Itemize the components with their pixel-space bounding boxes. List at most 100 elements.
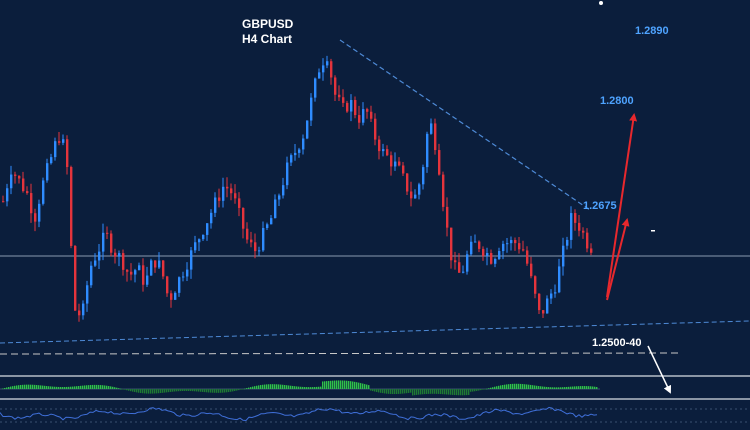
macd-bar bbox=[272, 384, 274, 389]
candle-body bbox=[518, 243, 521, 250]
macd-bar bbox=[280, 384, 282, 389]
macd-bar bbox=[128, 389, 130, 391]
macd-bar bbox=[240, 389, 242, 390]
candle-body bbox=[478, 241, 481, 249]
macd-bar bbox=[126, 389, 128, 391]
macd-bar bbox=[288, 385, 290, 389]
macd-bar bbox=[458, 389, 460, 396]
macd-bar bbox=[164, 389, 166, 393]
candle-body bbox=[438, 150, 441, 175]
macd-bar bbox=[274, 384, 276, 389]
macd-bar bbox=[436, 389, 438, 394]
candle-body bbox=[414, 194, 417, 199]
macd-bar bbox=[294, 386, 296, 389]
chart-subtitle: H4 Chart bbox=[242, 32, 292, 46]
candle-body bbox=[258, 250, 261, 252]
rsi-line bbox=[0, 406, 598, 422]
descending-resistance-trendline bbox=[339, 39, 591, 211]
candle-body bbox=[342, 97, 345, 103]
candle-body bbox=[6, 188, 9, 202]
macd-bar bbox=[160, 389, 162, 394]
macd-bar bbox=[100, 385, 102, 389]
candle-body bbox=[214, 197, 217, 213]
macd-bar bbox=[4, 387, 6, 389]
macd-bar bbox=[386, 389, 388, 394]
macd-bar bbox=[206, 389, 208, 393]
macd-bar bbox=[340, 380, 342, 389]
candle-body bbox=[118, 253, 121, 257]
macd-bar bbox=[580, 386, 582, 389]
candle-body bbox=[306, 120, 309, 139]
marker-dot-top bbox=[599, 1, 603, 5]
macd-bar bbox=[346, 380, 348, 389]
macd-bar bbox=[328, 380, 330, 389]
macd-bar bbox=[60, 386, 62, 389]
macd-bar bbox=[156, 389, 158, 394]
macd-bar bbox=[154, 389, 156, 394]
candle-body bbox=[418, 184, 421, 195]
bullish-arrow-lower bbox=[606, 218, 630, 301]
macd-bar bbox=[168, 389, 170, 393]
candle-body bbox=[122, 253, 125, 270]
macd-bar bbox=[532, 385, 534, 389]
candle-body bbox=[550, 293, 553, 299]
macd-bar bbox=[538, 386, 540, 389]
macd-bar bbox=[250, 387, 252, 389]
target-label-1-2890: 1.2890 bbox=[635, 25, 669, 37]
macd-bar bbox=[362, 383, 364, 389]
rising-support-trendline bbox=[0, 320, 750, 344]
candle-body bbox=[202, 234, 205, 240]
macd-bar bbox=[358, 382, 360, 389]
candle-body bbox=[102, 232, 105, 252]
candle-body bbox=[446, 206, 449, 228]
macd-bar bbox=[562, 387, 564, 389]
macd-bar bbox=[266, 384, 268, 389]
candle-body bbox=[82, 303, 85, 316]
macd-bar bbox=[440, 389, 442, 395]
macd-bar bbox=[140, 389, 142, 394]
macd-bar bbox=[36, 385, 38, 389]
candle-body bbox=[46, 163, 49, 181]
macd-bar bbox=[344, 380, 346, 389]
macd-bar bbox=[480, 389, 482, 391]
candle-body bbox=[74, 245, 77, 311]
macd-bar bbox=[118, 388, 120, 389]
macd-bar bbox=[194, 389, 196, 392]
candle-body bbox=[426, 133, 429, 168]
macd-bar bbox=[462, 389, 464, 396]
macd-bar bbox=[292, 385, 294, 389]
macd-bar bbox=[50, 386, 52, 389]
candle-body bbox=[434, 123, 437, 151]
macd-bar bbox=[176, 389, 178, 392]
macd-bar bbox=[182, 389, 184, 392]
macd-bar bbox=[406, 389, 408, 394]
macd-bar bbox=[494, 386, 496, 389]
macd-bar bbox=[432, 389, 434, 394]
macd-bar bbox=[444, 389, 446, 395]
macd-bar bbox=[342, 380, 344, 389]
macd-bar bbox=[310, 387, 312, 389]
macd-bar bbox=[174, 389, 176, 392]
candle-body bbox=[38, 203, 41, 222]
candle-body bbox=[158, 260, 161, 268]
candle-body bbox=[270, 218, 273, 225]
macd-bar bbox=[234, 389, 236, 392]
candle-body bbox=[470, 241, 473, 255]
macd-bar bbox=[308, 387, 310, 389]
macd-bar bbox=[526, 384, 528, 389]
macd-bar bbox=[570, 386, 572, 389]
candle-body bbox=[78, 310, 81, 316]
candle-body bbox=[86, 285, 89, 304]
macd-bar bbox=[242, 389, 244, 390]
macd-bar bbox=[522, 384, 524, 389]
macd-bar bbox=[82, 385, 84, 389]
macd-bar bbox=[46, 386, 48, 389]
macd-bar bbox=[74, 386, 76, 389]
candle-body bbox=[370, 111, 373, 119]
candle-body bbox=[386, 149, 389, 156]
macd-bar bbox=[20, 384, 22, 389]
candle-body bbox=[218, 197, 221, 201]
macd-bar bbox=[186, 389, 188, 391]
